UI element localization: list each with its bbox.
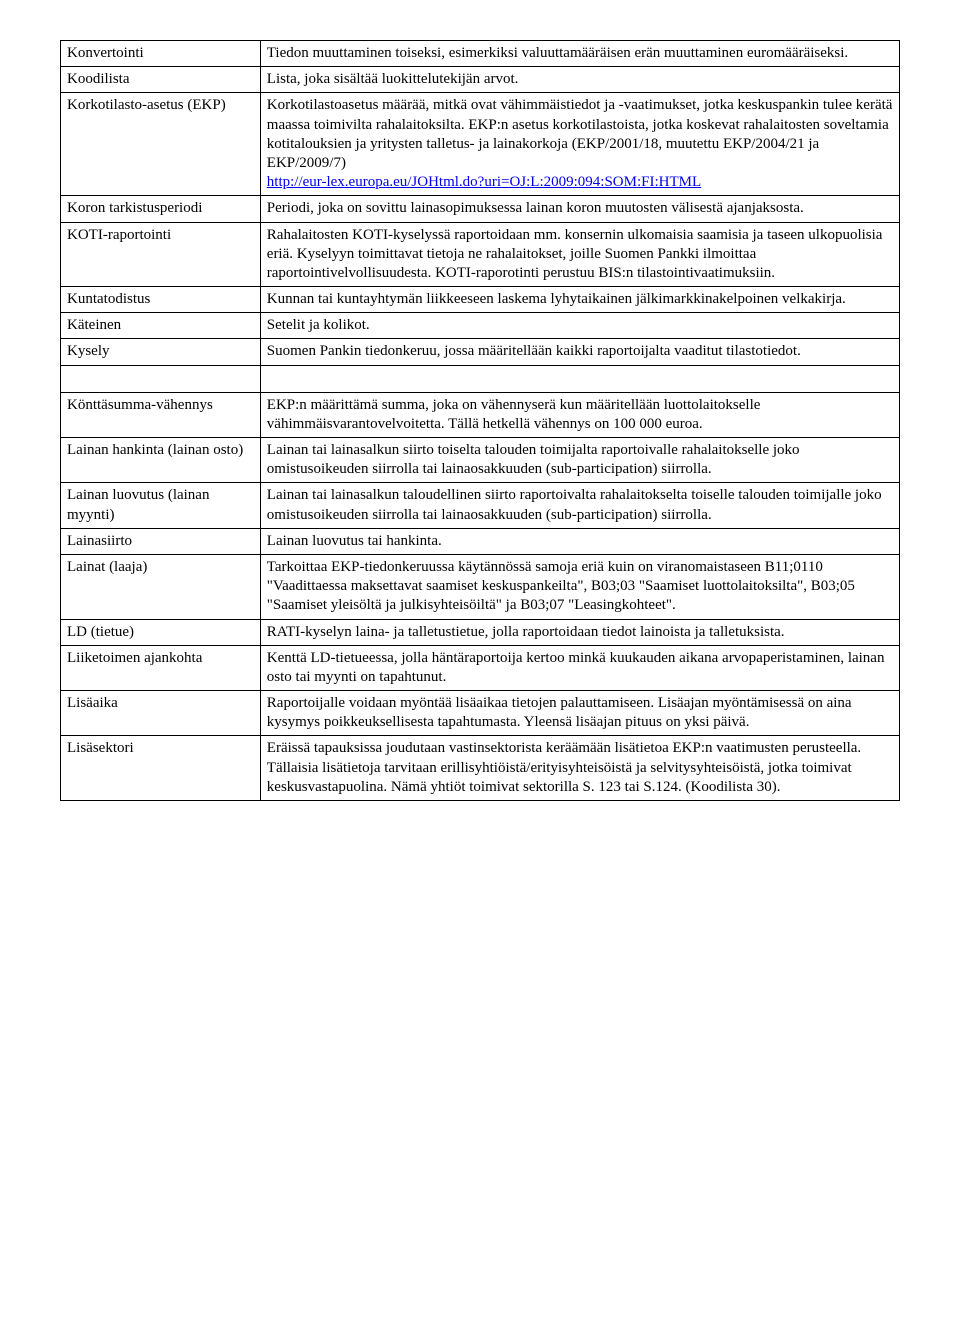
table-row (61, 365, 900, 392)
table-row: Lainan hankinta (lainan osto)Lainan tai … (61, 438, 900, 483)
empty-cell (61, 365, 261, 392)
definition-cell: Tiedon muuttaminen toiseksi, esimerkiksi… (260, 41, 899, 67)
term-cell: Lisäsektori (61, 736, 261, 801)
definition-cell: Kunnan tai kuntayhtymän liikkeeseen lask… (260, 287, 899, 313)
definition-cell: Lista, joka sisältää luokittelutekijän a… (260, 67, 899, 93)
term-cell: Könttäsumma-vähennys (61, 392, 261, 437)
definition-cell: Rahalaitosten KOTI-kyselyssä raportoidaa… (260, 222, 899, 287)
term-cell: Korkotilasto-asetus (EKP) (61, 93, 261, 196)
table-row: KOTI-raportointiRahalaitosten KOTI-kysel… (61, 222, 900, 287)
definition-cell: Kenttä LD-tietueessa, jolla häntäraporto… (260, 645, 899, 690)
definition-cell: Lainan tai lainasalkun siirto toiselta t… (260, 438, 899, 483)
definition-cell: RATI-kyselyn laina- ja talletustietue, j… (260, 619, 899, 645)
empty-cell (260, 365, 899, 392)
term-cell: Koron tarkistusperiodi (61, 196, 261, 222)
term-cell: Lainasiirto (61, 528, 261, 554)
table-row: KoodilistaLista, joka sisältää luokittel… (61, 67, 900, 93)
term-cell: Lainan hankinta (lainan osto) (61, 438, 261, 483)
term-cell: LD (tietue) (61, 619, 261, 645)
table-row: Korkotilasto-asetus (EKP)Korkotilastoase… (61, 93, 900, 196)
definition-cell: Lainan tai lainasalkun taloudellinen sii… (260, 483, 899, 528)
definition-text: Korkotilastoasetus määrää, mitkä ovat vä… (267, 97, 893, 171)
table-row: Lainat (laaja)Tarkoittaa EKP-tiedonkeruu… (61, 554, 900, 619)
term-cell: Kysely (61, 339, 261, 365)
table-row: LainasiirtoLainan luovutus tai hankinta. (61, 528, 900, 554)
term-cell: Lisäaika (61, 691, 261, 736)
glossary-table: KonvertointiTiedon muuttaminen toiseksi,… (60, 40, 900, 801)
term-cell: KOTI-raportointi (61, 222, 261, 287)
table-row: LisäsektoriEräissä tapauksissa joudutaan… (61, 736, 900, 801)
definition-cell: Periodi, joka on sovittu lainasopimukses… (260, 196, 899, 222)
table-row: LD (tietue)RATI-kyselyn laina- ja tallet… (61, 619, 900, 645)
definition-link[interactable]: http://eur-lex.europa.eu/JOHtml.do?uri=O… (267, 174, 701, 190)
table-row: Koron tarkistusperiodiPeriodi, joka on s… (61, 196, 900, 222)
definition-cell: Suomen Pankin tiedonkeruu, jossa määrite… (260, 339, 899, 365)
table-row: KonvertointiTiedon muuttaminen toiseksi,… (61, 41, 900, 67)
definition-cell: Tarkoittaa EKP-tiedonkeruussa käytännöss… (260, 554, 899, 619)
term-cell: Kuntatodistus (61, 287, 261, 313)
table-row: Lainan luovutus (lainan myynti)Lainan ta… (61, 483, 900, 528)
term-cell: Lainat (laaja) (61, 554, 261, 619)
term-cell: Konvertointi (61, 41, 261, 67)
definition-cell: Eräissä tapauksissa joudutaan vastinsekt… (260, 736, 899, 801)
table-row: KuntatodistusKunnan tai kuntayhtymän lii… (61, 287, 900, 313)
definition-cell: Lainan luovutus tai hankinta. (260, 528, 899, 554)
definition-cell: Setelit ja kolikot. (260, 313, 899, 339)
table-row: LisäaikaRaportoijalle voidaan myöntää li… (61, 691, 900, 736)
term-cell: Koodilista (61, 67, 261, 93)
definition-cell: Raportoijalle voidaan myöntää lisäaikaa … (260, 691, 899, 736)
table-row: Könttäsumma-vähennysEKP:n määrittämä sum… (61, 392, 900, 437)
term-cell: Käteinen (61, 313, 261, 339)
definition-cell: Korkotilastoasetus määrää, mitkä ovat vä… (260, 93, 899, 196)
table-row: KyselySuomen Pankin tiedonkeruu, jossa m… (61, 339, 900, 365)
table-row: Liiketoimen ajankohta Kenttä LD-tietuees… (61, 645, 900, 690)
table-row: KäteinenSetelit ja kolikot. (61, 313, 900, 339)
term-cell: Lainan luovutus (lainan myynti) (61, 483, 261, 528)
term-cell: Liiketoimen ajankohta (61, 645, 261, 690)
definition-cell: EKP:n määrittämä summa, joka on vähennys… (260, 392, 899, 437)
